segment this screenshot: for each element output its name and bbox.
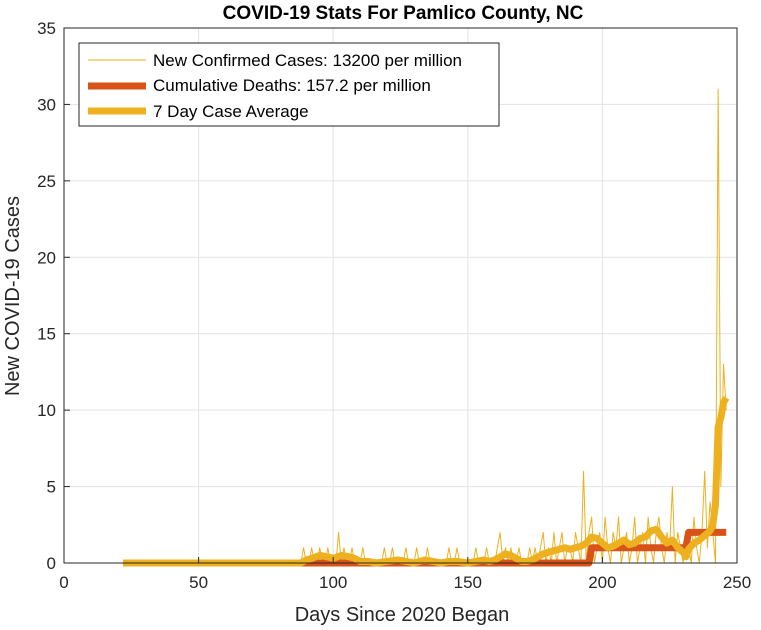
y-tick-label: 20	[37, 248, 56, 267]
y-axis-label: New COVID-19 Cases	[2, 196, 24, 396]
y-tick-label: 30	[37, 95, 56, 114]
x-tick-label: 0	[59, 573, 68, 592]
x-tick-label: 250	[723, 573, 751, 592]
y-tick-label: 35	[37, 19, 56, 38]
legend-label-cumulative-deaths: Cumulative Deaths: 157.2 per million	[153, 76, 431, 95]
y-tick-label: 15	[37, 325, 56, 344]
x-tick-label: 200	[588, 573, 616, 592]
axis-ticks: 0 50 100 150 200 250 0 5 10 15 20 25 30 35	[37, 19, 751, 592]
legend-box	[78, 42, 500, 127]
x-tick-label: 150	[454, 573, 482, 592]
y-tick-label: 5	[47, 478, 56, 497]
y-tick-label: 0	[47, 554, 56, 573]
x-tick-label: 50	[189, 573, 208, 592]
legend-label-new-cases: New Confirmed Cases: 13200 per million	[153, 51, 462, 70]
y-tick-label: 25	[37, 172, 56, 191]
x-tick-label: 100	[319, 573, 347, 592]
legend: New Confirmed Cases: 13200 per million C…	[78, 42, 500, 127]
y-tick-label: 10	[37, 401, 56, 420]
axes-box	[63, 27, 738, 564]
legend-label-7-day-average: 7 Day Case Average	[153, 102, 309, 121]
x-axis-label: Days Since 2020 Began	[295, 604, 510, 626]
series-new-confirmed-cases	[123, 88, 727, 564]
chart-title: COVID-19 Stats For Pamlico County, NC	[223, 3, 584, 24]
